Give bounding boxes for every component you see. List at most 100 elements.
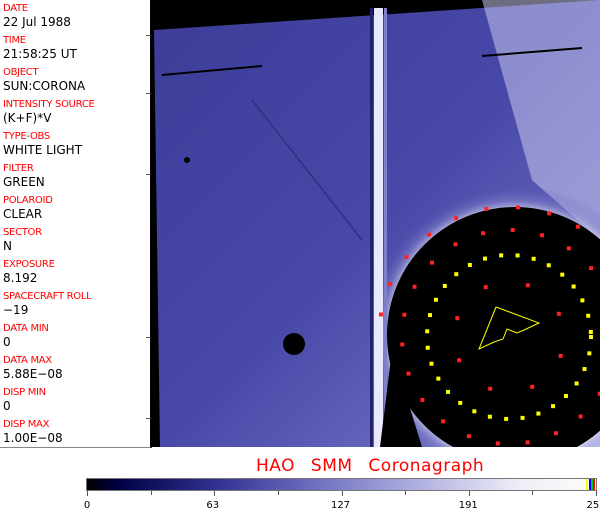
- colorbar-tick: [405, 491, 407, 495]
- red-inner-dot: [556, 311, 561, 316]
- info-label: TYPE-OBS: [3, 131, 50, 142]
- yellow-ring-dot: [586, 313, 591, 318]
- yellow-ring-dot: [454, 272, 459, 277]
- yellow-ring-dot: [571, 284, 576, 289]
- info-label: SECTOR: [3, 227, 42, 238]
- info-label: DISP MIN: [3, 387, 46, 398]
- yellow-ring-dot: [589, 335, 593, 339]
- red-ring-dot: [400, 342, 405, 347]
- yellow-ring-dot: [574, 381, 579, 386]
- red-ring-dot: [566, 246, 571, 251]
- colorbar-tick: [532, 491, 534, 495]
- info-value: 8.192: [3, 271, 38, 285]
- colorbar-tick: [150, 491, 152, 495]
- axis-tick: [146, 93, 151, 94]
- info-value: 1.00E−08: [3, 431, 63, 445]
- red-ring-dot: [420, 397, 425, 402]
- yellow-ring-dot: [515, 253, 520, 258]
- colorbar-tick: [341, 491, 343, 496]
- axis-tick: [146, 174, 151, 175]
- red-inner-dot: [558, 353, 563, 358]
- info-label: INTENSITY SOURCE: [3, 99, 95, 110]
- red-ring-dot: [495, 441, 500, 446]
- pylon-streak: [374, 8, 383, 447]
- red-outer-dot: [388, 282, 393, 287]
- yellow-ring-dot: [563, 393, 568, 398]
- yellow-ring-dot: [520, 415, 525, 420]
- red-outer-dot: [426, 232, 431, 237]
- red-ring-dot: [430, 260, 435, 265]
- red-outer-dot: [547, 211, 552, 216]
- red-ring-dot: [540, 233, 545, 238]
- colorbar-tick: [87, 491, 88, 496]
- red-ring-dot: [510, 228, 515, 233]
- red-ring-dot: [588, 266, 593, 271]
- colorbar-red: [593, 479, 595, 490]
- red-inner-dot: [530, 384, 535, 389]
- colorbar-blue: [589, 479, 591, 490]
- colorbar: [86, 478, 597, 491]
- info-value: N: [3, 239, 12, 253]
- red-inner-dot: [457, 358, 462, 363]
- info-value: 22 Jul 1988: [3, 15, 71, 29]
- yellow-ring-dot: [429, 361, 434, 366]
- axis-tick: [146, 337, 151, 338]
- colorbar-tick-label: 127: [330, 500, 351, 511]
- info-label: OBJECT: [3, 67, 39, 78]
- yellow-ring-dot: [427, 313, 432, 318]
- info-label: SPACECRAFT ROLL: [3, 291, 92, 302]
- instrument-title: HAO SMM Coronagraph: [256, 456, 485, 476]
- info-label: POLAROID: [3, 195, 53, 206]
- yellow-ring-dot: [560, 272, 565, 277]
- yellow-ring-dot: [472, 409, 477, 414]
- info-value: GREEN: [3, 175, 45, 189]
- red-inner-dot: [488, 386, 493, 391]
- red-inner-dot: [525, 283, 530, 288]
- yellow-ring-dot: [433, 297, 438, 302]
- yellow-ring-dot: [425, 329, 430, 334]
- yellow-ring-dot: [551, 404, 556, 409]
- red-ring-dot: [597, 391, 600, 396]
- info-value: 21:58:25 UT: [3, 47, 77, 61]
- info-label: DISP MAX: [3, 419, 50, 430]
- red-ring-dot: [441, 419, 446, 424]
- red-outer-dot: [484, 206, 489, 211]
- colorbar-tick: [468, 491, 470, 496]
- info-label: DATA MAX: [3, 355, 52, 366]
- axis-tick: [146, 35, 151, 36]
- yellow-ring-dot: [499, 253, 504, 258]
- bright-corona-top-right: [482, 0, 600, 240]
- colorbar-tick-label: 0: [83, 500, 91, 511]
- yellow-ring-dot: [487, 414, 492, 419]
- red-outer-dot: [454, 216, 459, 221]
- yellow-ring-dot: [531, 256, 536, 261]
- yellow-ring-dot: [458, 400, 463, 405]
- red-ring-dot: [553, 431, 558, 436]
- axis-tick: [146, 418, 151, 419]
- yellow-polygon: [478, 306, 541, 350]
- yellow-ring-dot: [446, 389, 451, 394]
- info-label: TIME: [3, 35, 26, 46]
- info-value: 0: [3, 399, 11, 413]
- yellow-ring-dot: [504, 416, 509, 421]
- yellow-ring-dot: [483, 256, 488, 261]
- red-ring-dot: [402, 312, 407, 317]
- red-outer-dot: [516, 205, 521, 210]
- red-ring-dot: [525, 440, 530, 445]
- yellow-ring-dot: [580, 298, 585, 303]
- info-value: SUN:CORONA: [3, 79, 86, 93]
- colorbar-green: [591, 479, 593, 490]
- red-inner-dot: [483, 285, 488, 290]
- yellow-ring-dot: [467, 262, 472, 267]
- red-ring-dot: [578, 414, 583, 419]
- info-value: (K+F)*V: [3, 111, 52, 125]
- coronagraph-image: [152, 0, 600, 447]
- colorbar-tick: [596, 491, 597, 496]
- red-ring-dot: [466, 434, 471, 439]
- colorbar-tick-label: 191: [458, 500, 478, 511]
- red-ring-dot: [453, 242, 458, 247]
- colorbar-tick: [214, 491, 216, 496]
- info-label: EXPOSURE: [3, 259, 55, 270]
- yellow-ring-dot: [587, 351, 592, 356]
- pylon-shadow: [380, 350, 422, 447]
